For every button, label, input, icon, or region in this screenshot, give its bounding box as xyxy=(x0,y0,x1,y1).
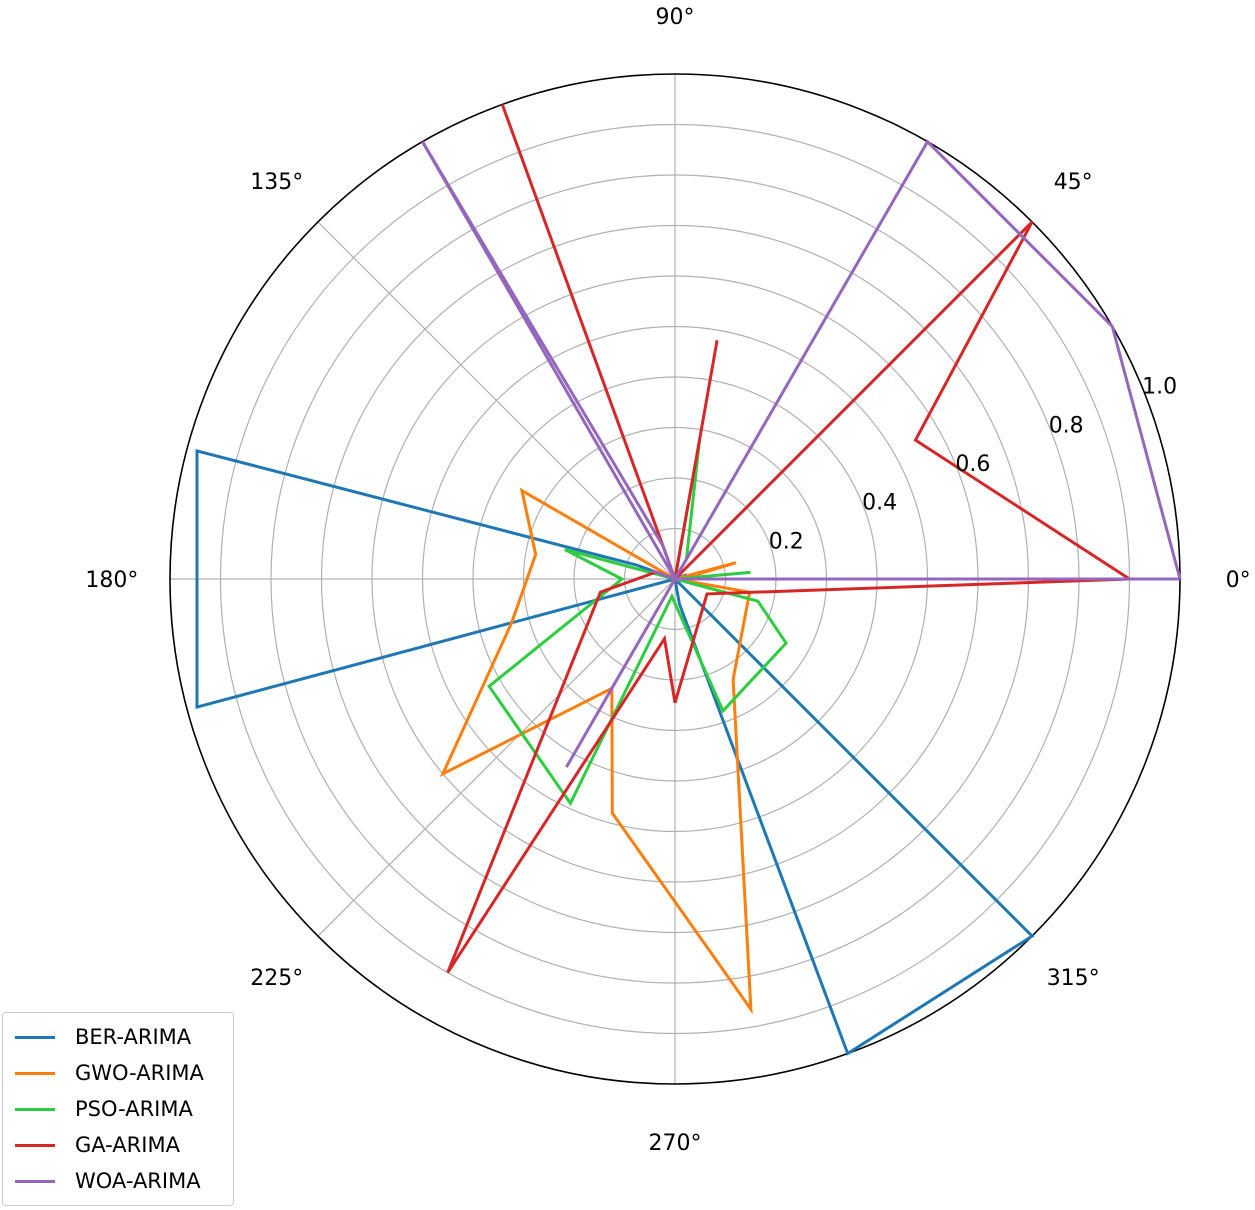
legend-swatch xyxy=(15,1143,55,1147)
legend-swatch xyxy=(15,1035,55,1039)
legend-label: GWO-ARIMA xyxy=(75,1061,204,1085)
theta-tick-label: 225° xyxy=(250,966,303,991)
legend-entry: PSO-ARIMA xyxy=(3,1093,193,1125)
series-line-gwo-arima xyxy=(439,487,753,1015)
r-tick-label: 0.8 xyxy=(1049,413,1084,438)
legend-swatch xyxy=(15,1071,55,1075)
r-tick-label: 0.4 xyxy=(862,491,897,516)
r-tick-label: 1.0 xyxy=(1142,375,1177,400)
legend-label: PSO-ARIMA xyxy=(75,1097,193,1121)
grid-spoke xyxy=(317,221,676,580)
legend-entry: GA-ARIMA xyxy=(3,1129,180,1161)
theta-tick-label: 45° xyxy=(1054,170,1093,195)
theta-tick-label: 270° xyxy=(649,1131,702,1156)
legend-swatch xyxy=(15,1179,55,1183)
legend-label: WOA-ARIMA xyxy=(75,1169,201,1193)
theta-tick-label: 90° xyxy=(656,5,695,30)
legend-entry: BER-ARIMA xyxy=(3,1021,191,1053)
legend-label: BER-ARIMA xyxy=(75,1025,192,1049)
theta-tick-label: 135° xyxy=(250,170,303,195)
legend-swatch xyxy=(15,1107,55,1111)
tick-labels: 0° 45° 90° 135° 180° 225° 270° 315° 0.2 0.4 0.6 0.8… xyxy=(85,5,1250,1156)
legend-label: GA-ARIMA xyxy=(75,1133,180,1157)
series-line-woa-arima xyxy=(421,139,1182,768)
theta-tick-label: 180° xyxy=(85,568,138,593)
grid-spoke xyxy=(317,578,676,937)
r-tick-label: 0.2 xyxy=(769,529,804,554)
series-layer xyxy=(195,103,1182,1056)
series-line-pso-arima xyxy=(487,439,789,807)
legend-entry: WOA-ARIMA xyxy=(3,1165,201,1197)
theta-tick-label: 315° xyxy=(1047,966,1100,991)
series-line-ber-arima xyxy=(195,448,1035,1056)
legend: BER-ARIMA GWO-ARIMA PSO-ARIMA GA-ARIMA WOA-A… xyxy=(2,1012,234,1206)
legend-entry: GWO-ARIMA xyxy=(3,1057,204,1089)
r-tick-label: 0.6 xyxy=(955,452,990,477)
theta-tick-label: 0° xyxy=(1226,568,1251,593)
